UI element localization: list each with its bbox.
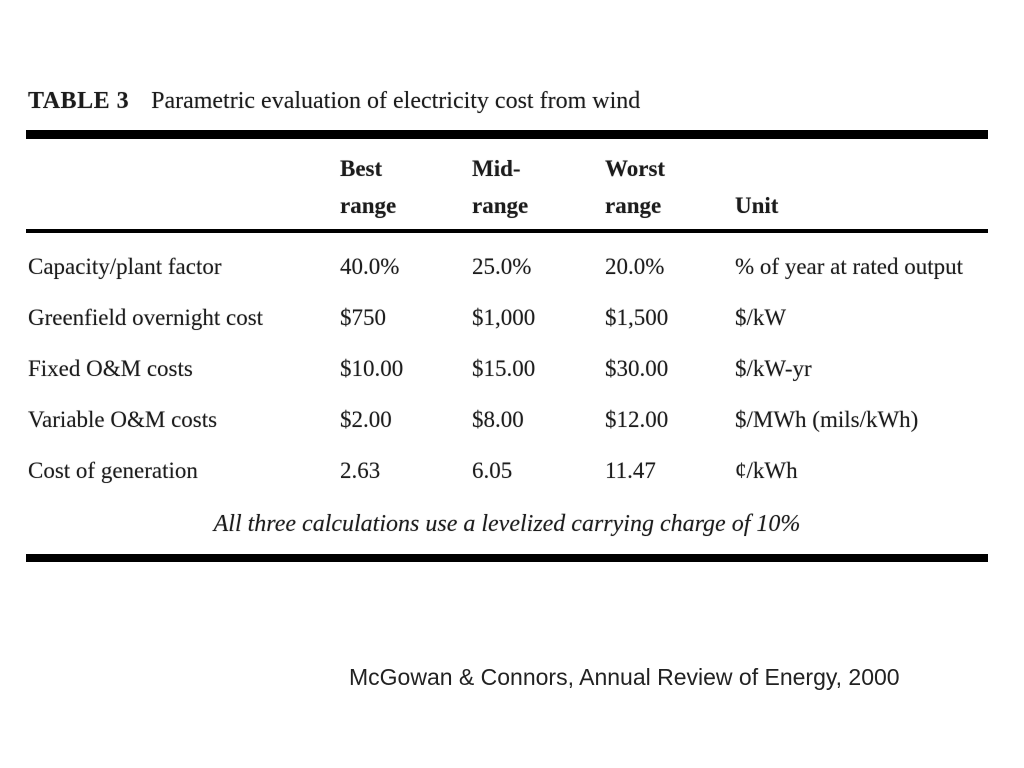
cell-best: $2.00 — [340, 406, 392, 432]
header-best-range: Best range — [340, 139, 472, 229]
cell-unit: ¢/kWh — [735, 457, 798, 483]
cell-worst: $30.00 — [605, 355, 669, 381]
table-row: Cost of generation 2.63 6.05 11.47 ¢/kWh — [26, 445, 988, 496]
header-worst-line1: Worst — [605, 156, 666, 181]
citation-caption: McGowan & Connors, Annual Review of Ener… — [349, 664, 900, 690]
row-label: Variable O&M costs — [28, 406, 218, 432]
cell-worst: $1,500 — [605, 304, 669, 330]
row-label: Greenfield overnight cost — [28, 304, 264, 330]
bottom-rule — [26, 554, 988, 562]
cell-best: 2.63 — [340, 457, 381, 483]
row-label: Capacity/plant factor — [28, 253, 222, 279]
header-mid-line1: Mid- — [472, 156, 521, 181]
table-heading-text: Parametric evaluation of electricity cos… — [151, 88, 641, 114]
table-body: Capacity/plant factor 40.0% 25.0% 20.0% … — [26, 233, 988, 496]
table-row: Fixed O&M costs $10.00 $15.00 $30.00 $/k… — [26, 343, 988, 394]
header-unit-line2: Unit — [735, 193, 779, 218]
header-separator-rule — [26, 229, 988, 233]
row-label: Cost of generation — [28, 457, 198, 483]
data-table: Best range Mid- range Worst range Unit C… — [26, 130, 988, 566]
table-header-row: Best range Mid- range Worst range Unit — [26, 139, 988, 229]
cell-best: $750 — [340, 304, 386, 330]
table-number-label: TABLE 3 — [28, 88, 130, 114]
cell-mid: $15.00 — [472, 355, 536, 381]
cell-mid: $8.00 — [472, 406, 524, 432]
cell-best: $10.00 — [340, 355, 404, 381]
cell-worst: 11.47 — [605, 457, 656, 483]
top-rule — [26, 130, 988, 139]
table-row: Capacity/plant factor 40.0% 25.0% 20.0% … — [26, 241, 988, 292]
header-mid-line2: range — [472, 193, 529, 218]
table-row: Variable O&M costs $2.00 $8.00 $12.00 $/… — [26, 394, 988, 445]
cell-unit: $/kW-yr — [735, 355, 812, 381]
header-best-line1: Best — [340, 156, 383, 181]
table-footnote: All three calculations use a levelized c… — [213, 511, 801, 537]
cell-mid: 6.05 — [472, 457, 513, 483]
cell-worst: $12.00 — [605, 406, 669, 432]
cell-mid: $1,000 — [472, 304, 536, 330]
table-row: Greenfield overnight cost $750 $1,000 $1… — [26, 292, 988, 343]
cell-mid: 25.0% — [472, 253, 532, 279]
header-unit: Unit — [735, 139, 988, 229]
header-worst-line2: range — [605, 193, 662, 218]
cell-best: 40.0% — [340, 253, 400, 279]
header-mid-range: Mid- range — [472, 139, 605, 229]
cell-worst: 20.0% — [605, 253, 665, 279]
cell-unit: $/kW — [735, 304, 787, 330]
cell-unit: $/MWh (mils/kWh) — [735, 406, 919, 432]
row-label: Fixed O&M costs — [28, 355, 193, 381]
header-empty-cell — [26, 139, 340, 229]
header-worst-range: Worst range — [605, 139, 735, 229]
cell-unit: % of year at rated output — [735, 253, 963, 279]
table-title: TABLE 3 Parametric evaluation of electric… — [28, 88, 640, 115]
header-best-line2: range — [340, 193, 397, 218]
